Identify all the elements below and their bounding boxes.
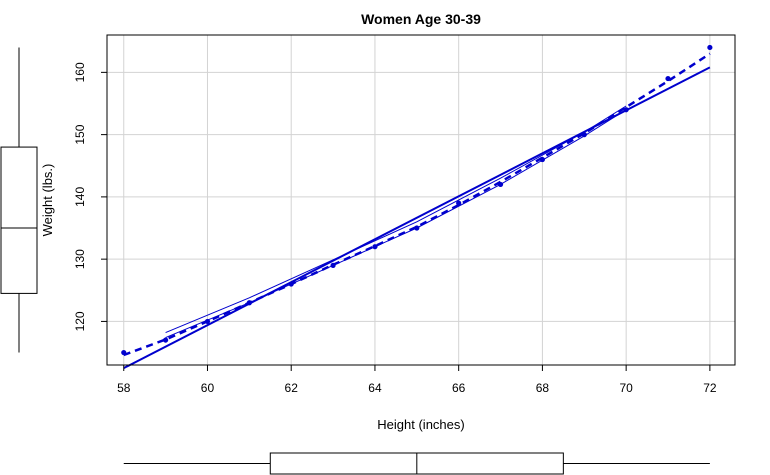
data-point [121, 349, 127, 356]
y-tick-label: 120 [73, 311, 87, 331]
chart-title: Women Age 30-39 [361, 11, 481, 27]
y-tick-label: 160 [73, 62, 87, 82]
x-boxplot [123, 452, 710, 475]
spread-lines [165, 105, 627, 339]
data-point [372, 244, 378, 250]
data-point [581, 132, 587, 138]
x-tick-label: 72 [703, 381, 717, 395]
data-point [707, 44, 713, 51]
smooth-fit-line [123, 52, 711, 357]
data-point [414, 225, 420, 231]
y-axis: 120 130 140 150 160 [73, 62, 107, 331]
smooth-fit-path [123, 52, 711, 357]
data-point [623, 107, 629, 113]
y-tick-label: 140 [73, 187, 87, 207]
y-boxplot-box [0, 146, 38, 294]
grid-lines [107, 35, 735, 365]
data-point [204, 318, 211, 325]
regression-line [123, 66, 711, 370]
x-tick-label: 60 [201, 381, 215, 395]
x-axis: 58 60 62 64 66 68 70 72 [117, 365, 717, 395]
x-tick-label: 68 [536, 381, 550, 395]
data-point [665, 75, 671, 82]
x-tick-label: 58 [117, 381, 131, 395]
data-point [539, 156, 546, 163]
plot-frame [106, 34, 736, 366]
data-point [163, 337, 169, 343]
y-tick-label: 130 [73, 249, 87, 269]
x-tick-label: 64 [368, 381, 382, 395]
regression-line-path [123, 66, 711, 370]
data-point [497, 181, 504, 188]
x-tick-label: 70 [619, 381, 633, 395]
data-point [246, 300, 252, 306]
spread-upper-line [165, 105, 627, 334]
data-point [288, 281, 294, 287]
x-axis-label: Height (inches) [377, 417, 464, 432]
y-axis-label: Weight (lbs.) [40, 164, 55, 237]
x-tick-label: 62 [285, 381, 299, 395]
data-point [330, 262, 336, 268]
y-boxplot [0, 47, 38, 353]
y-tick-label: 150 [73, 124, 87, 144]
x-tick-label: 66 [452, 381, 466, 395]
data-points [121, 44, 713, 356]
data-point [456, 200, 462, 206]
